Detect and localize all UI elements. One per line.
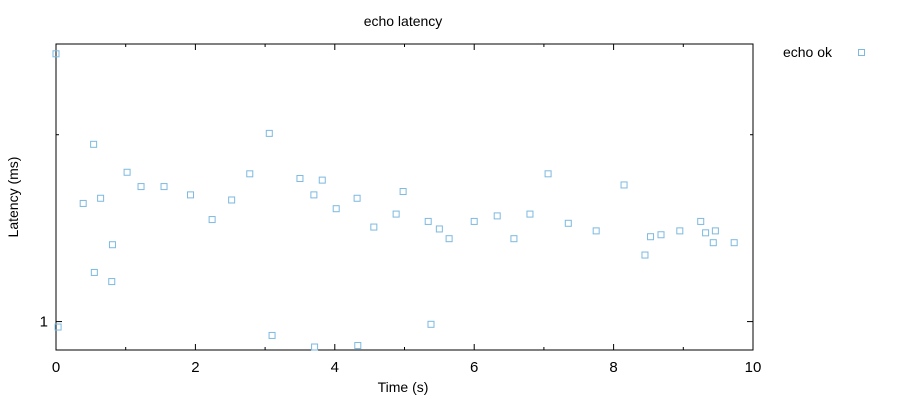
data-point <box>493 212 501 220</box>
data-point <box>526 210 534 218</box>
data-point <box>592 227 600 235</box>
data-point <box>641 251 649 259</box>
data-point <box>108 241 116 249</box>
x-tick-label: 6 <box>470 359 478 376</box>
y-axis: 1 <box>40 134 753 351</box>
data-point <box>620 181 628 189</box>
legend: echo ok <box>783 44 865 60</box>
data-point <box>268 331 276 339</box>
data-point <box>370 223 378 231</box>
data-point <box>399 188 407 196</box>
data-point <box>354 342 362 350</box>
data-point <box>427 320 435 328</box>
data-point <box>709 239 717 247</box>
x-tick-label: 4 <box>331 359 339 376</box>
data-point <box>123 168 131 176</box>
data-point <box>310 191 318 199</box>
data-point <box>79 199 87 207</box>
x-tick-label: 8 <box>609 359 617 376</box>
data-point <box>318 176 326 184</box>
x-axis: 0 2 4 6 8 10 <box>52 44 762 376</box>
legend-marker-echo-ok <box>858 49 865 56</box>
data-point <box>445 235 453 243</box>
data-point <box>228 196 236 204</box>
data-point <box>332 205 340 213</box>
data-point <box>711 227 719 235</box>
chart-title: echo latency <box>364 13 443 29</box>
data-point <box>90 140 98 148</box>
x-tick-label: 0 <box>52 359 60 376</box>
data-point <box>702 229 710 237</box>
data-point <box>311 343 319 351</box>
y-axis-label: Latency (ms) <box>5 157 21 238</box>
y-tick-label: 1 <box>40 314 48 331</box>
data-point <box>470 217 478 225</box>
data-point <box>137 183 145 191</box>
data-point <box>730 239 738 247</box>
data-point <box>353 194 361 202</box>
data-point <box>510 235 518 243</box>
data-point <box>54 323 62 331</box>
data-point <box>647 233 655 241</box>
plot-frame <box>55 43 754 351</box>
data-point <box>90 268 98 276</box>
data-point <box>108 278 116 286</box>
data-point <box>657 231 665 239</box>
legend-label-echo-ok: echo ok <box>783 44 833 60</box>
data-point <box>392 210 400 218</box>
data-point <box>187 191 195 199</box>
data-point <box>97 194 105 202</box>
data-points <box>52 50 738 351</box>
x-axis-label: Time (s) <box>378 379 429 395</box>
data-point <box>160 183 168 191</box>
data-point <box>296 175 304 183</box>
data-point <box>697 217 705 225</box>
data-point <box>424 217 432 225</box>
data-point <box>265 129 273 137</box>
data-point <box>435 225 443 233</box>
data-point <box>676 227 684 235</box>
x-tick-label: 10 <box>745 359 762 376</box>
data-point <box>564 219 572 227</box>
data-point <box>544 170 552 178</box>
data-point <box>246 170 254 178</box>
data-point <box>52 50 60 58</box>
x-tick-label: 2 <box>191 359 199 376</box>
data-point <box>208 216 216 224</box>
